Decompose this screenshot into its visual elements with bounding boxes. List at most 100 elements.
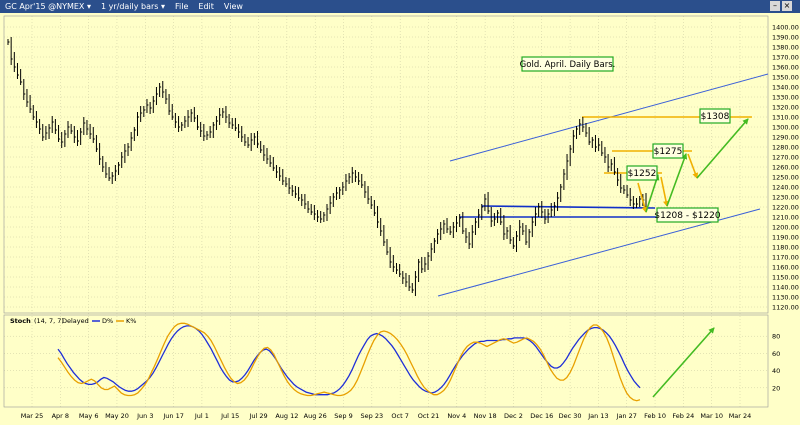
date-tick-label: Aug 12 [275,412,298,420]
price-tick-label: 1300.00 [772,124,799,132]
price-tick-label: 1280.00 [772,144,799,152]
stoch-tick-label: 40 [772,367,780,375]
stoch-delayed: Delayed [62,317,89,325]
stoch-params: (14, 7, 7) [34,317,64,325]
stoch-legend: Stoch (14, 7, 7) Delayed D% K% [10,317,136,325]
arrow-up-3 [696,118,749,179]
window-titlebar: GC Apr'15 @NYMEX ▾ 1 yr/daily bars ▾ Fil… [0,0,800,13]
forecast-arrows [637,118,749,398]
symbol-selector[interactable]: GC Apr'15 @NYMEX ▾ [0,2,96,11]
date-tick-label: Nov 4 [447,412,466,420]
date-tick-label: Sep 23 [361,412,384,420]
close-icon[interactable]: × [782,1,792,11]
arrow-down-2 [660,176,669,207]
price-tick-label: 1130.00 [772,294,799,302]
date-tick-label: Aug 26 [304,412,327,420]
stoch-line-k [57,322,641,402]
date-tick-label: Jul 15 [220,412,239,420]
chart-title-box: Gold. April. Daily Bars. [520,56,616,72]
date-tick-label: Mar 24 [729,412,752,420]
support-line-1220 [481,205,656,209]
chart-canvas: 1120.00 1130.00 1140.00 1150.00 1160.00 1170.… [3,15,799,420]
date-tick-label: Dec 2 [504,412,523,420]
date-axis: Mar 25 Apr 8 May 6 May 20 Jun 3 Jun 17 Jul 1 Ju… [21,412,752,420]
legend-label-d: D% [102,317,113,325]
price-tick-label: 1220.00 [772,204,799,212]
date-tick-label: Sep 9 [334,412,352,420]
price-tick-label: 1210.00 [772,214,799,222]
date-tick-label: Jan 27 [616,412,637,420]
date-tick-label: Mar 25 [21,412,44,420]
price-tick-label: 1320.00 [772,104,799,112]
price-tick-label: 1340.00 [772,84,799,92]
stoch-axis: 20 40 60 80 [772,333,780,393]
date-tick-label: Dec 16 [530,412,553,420]
price-tick-label: 1140.00 [772,284,799,292]
stoch-tick-label: 80 [772,333,780,341]
price-tick-label: 1190.00 [772,234,799,242]
price-tick-label: 1150.00 [772,274,799,282]
price-tick-label: 1360.00 [772,64,799,72]
date-tick-label: Jul 29 [248,412,267,420]
period-label: 1 yr/daily bars [100,2,159,11]
date-tick-label: Nov 18 [474,412,497,420]
chart-title: Gold. April. Daily Bars. [520,60,616,70]
price-bars [7,37,648,296]
menu-file[interactable]: File [175,2,189,11]
stoch-lines [57,322,641,402]
date-tick-label: May 6 [79,412,99,420]
date-tick-label: Jan 13 [587,412,608,420]
stoch-grid [4,335,768,389]
symbol-label: GC Apr'15 @NYMEX [5,2,85,11]
minimize-icon[interactable]: – [770,1,780,11]
svg-text:$1208 - $1220: $1208 - $1220 [654,211,721,221]
label-1208-1220: $1208 - $1220 [654,207,721,223]
stoch-tick-label: 20 [772,384,780,392]
price-tick-label: 1170.00 [772,254,799,262]
arrow-up-2 [666,153,688,207]
price-axis: 1120.00 1130.00 1140.00 1150.00 1160.00 1170.… [772,24,799,312]
label-1252: $1252 [626,165,658,181]
date-tick-label: May 20 [105,412,129,420]
date-tick-label: Oct 21 [418,412,440,420]
svg-text:$1252: $1252 [628,169,657,179]
price-tick-label: 1270.00 [772,154,799,162]
date-tick-label: Jul 1 [194,412,209,420]
price-tick-label: 1350.00 [772,74,799,82]
price-tick-label: 1240.00 [772,184,799,192]
date-tick-label: Feb 10 [644,412,666,420]
stoch-arrow-up [652,327,715,398]
price-tick-label: 1390.00 [772,34,799,42]
legend-label-k: K% [126,317,136,325]
date-tick-label: Jun 3 [136,412,153,420]
price-panel-frame [3,15,769,314]
lower-trend-line [437,208,761,297]
price-tick-label: 1160.00 [772,264,799,272]
menu-edit[interactable]: Edit [198,2,214,11]
date-tick-label: Mar 10 [700,412,723,420]
stoch-tick-label: 60 [772,350,780,358]
stoch-line-d [57,325,641,396]
period-selector[interactable]: 1 yr/daily bars ▾ [96,2,170,11]
menu-view[interactable]: View [223,2,243,11]
chevron-down-icon: ▾ [161,2,166,11]
price-tick-label: 1250.00 [772,174,799,182]
date-tick-label: Oct 7 [391,412,408,420]
label-1275: $1275 [652,143,684,159]
price-tick-label: 1310.00 [772,114,799,122]
arrow-down-1 [637,182,648,213]
arrow-up-1 [645,174,660,213]
grid [4,16,768,407]
price-tick-label: 1400.00 [772,24,799,32]
arrow-down-3 [687,153,699,179]
price-tick-label: 1120.00 [772,304,799,312]
price-tick-label: 1260.00 [772,164,799,172]
label-1308: $1308 [699,108,731,124]
stoch-panel-frame [3,314,769,408]
date-tick-label: Apr 8 [52,412,69,420]
date-tick-label: Dec 30 [559,412,582,420]
date-tick-label: Feb 24 [672,412,694,420]
svg-text:$1275: $1275 [654,147,683,157]
chevron-down-icon: ▾ [86,2,91,11]
price-tick-label: 1380.00 [772,44,799,52]
